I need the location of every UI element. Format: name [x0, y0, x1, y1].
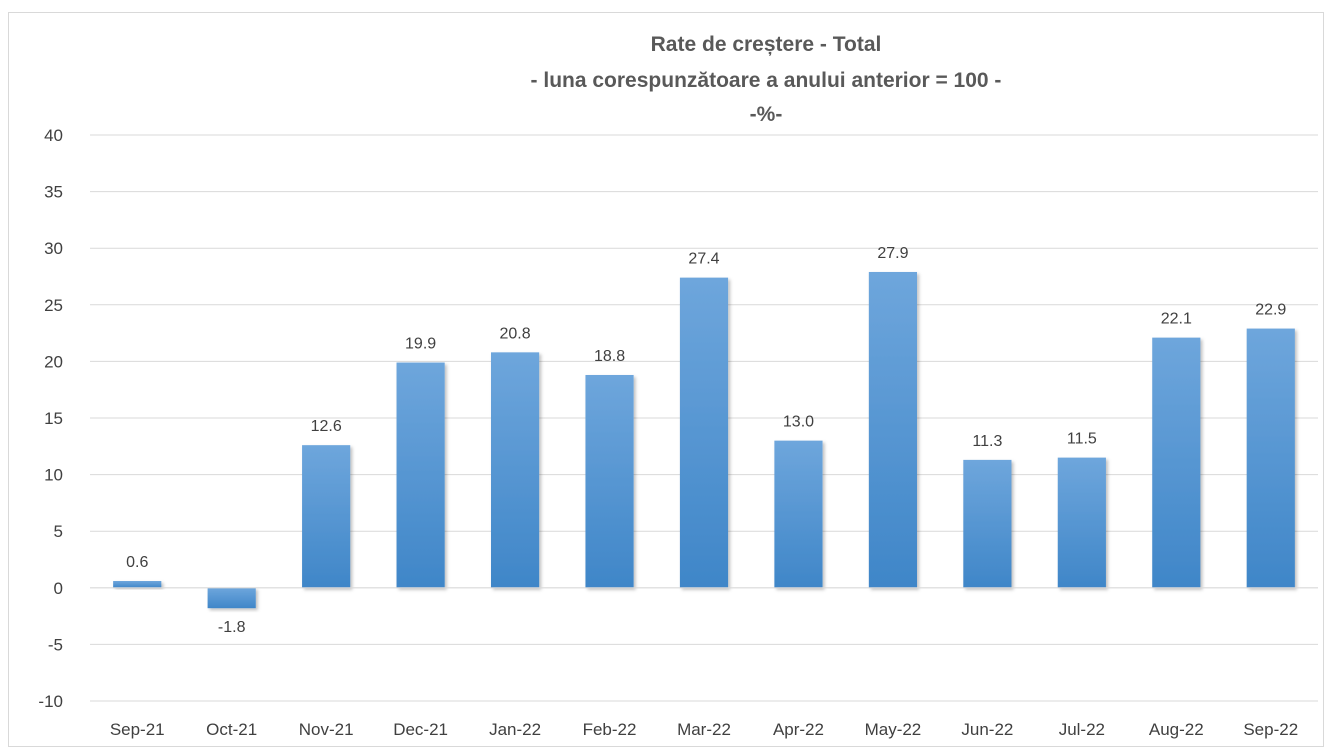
- chart-title: Rate de creștere - Total - luna corespun…: [531, 33, 1002, 126]
- bar-jul-22: [1057, 457, 1106, 588]
- x-tick-label: Mar-22: [677, 720, 731, 739]
- bar-jan-22: [490, 352, 540, 588]
- chart-title-line-2: - luna corespunzătoare a anului anterior…: [531, 69, 1002, 92]
- y-tick-label: 0: [54, 579, 63, 598]
- bar-aug-22: [1152, 337, 1201, 588]
- bars: [113, 271, 1295, 609]
- data-labels: 0.6 -1.8 12.6 19.9 20.8 18.8 27.4 13.0 27.9 11.3 1…: [126, 245, 1286, 636]
- y-tick-label: 10: [44, 466, 63, 485]
- x-tick-label: Feb-22: [583, 720, 637, 739]
- y-tick-label: 20: [44, 352, 63, 371]
- data-label: 22.9: [1255, 302, 1286, 319]
- data-label: 27.9: [877, 245, 908, 262]
- bar-sep-22: [1246, 328, 1295, 588]
- y-tick-label: 5: [54, 522, 63, 541]
- x-tick-label: Jul-22: [1059, 720, 1105, 739]
- bar-mar-22: [679, 277, 729, 588]
- bar-apr-22: [774, 440, 823, 588]
- y-tick-label: 30: [44, 239, 63, 258]
- x-tick-label: Dec-21: [393, 720, 448, 739]
- x-tick-label: Nov-21: [299, 720, 354, 739]
- x-tick-label: Sep-21: [110, 720, 165, 739]
- bar-nov-21: [302, 445, 351, 588]
- bar-dec-21: [396, 362, 445, 588]
- data-label: 12.6: [311, 418, 342, 435]
- data-label: 20.8: [500, 325, 531, 342]
- bar-oct-21: [207, 587, 256, 609]
- x-tick-label: Sep-22: [1243, 720, 1298, 739]
- data-label: 27.4: [688, 251, 719, 268]
- data-label: -1.8: [218, 619, 246, 636]
- bar-may-22: [868, 271, 918, 588]
- data-label: 19.9: [405, 336, 436, 353]
- bar-jun-22: [963, 459, 1012, 588]
- y-tick-label: -10: [38, 692, 63, 711]
- x-tick-label: Oct-21: [206, 720, 257, 739]
- y-tick-label: 25: [44, 296, 63, 315]
- y-tick-label: 15: [44, 409, 63, 428]
- y-tick-label: 40: [44, 126, 63, 145]
- data-label: 0.6: [126, 554, 148, 571]
- y-axis-tick-labels: -10 -5 0 5 10 15 20 25 30 35 40: [38, 126, 63, 711]
- x-axis-tick-labels: Sep-21 Oct-21 Nov-21 Dec-21 Jan-22 Feb-22 Mar-…: [110, 720, 1298, 739]
- data-label: 18.8: [594, 348, 625, 365]
- data-label: 11.5: [1067, 431, 1097, 448]
- x-tick-label: Jun-22: [961, 720, 1013, 739]
- gridlines: [90, 134, 1318, 702]
- x-tick-label: Jan-22: [489, 720, 541, 739]
- x-tick-label: Aug-22: [1149, 720, 1204, 739]
- y-tick-label: 35: [44, 183, 63, 202]
- data-label: 11.3: [972, 433, 1002, 450]
- chart-title-line-3: -%-: [750, 103, 783, 126]
- y-tick-label: -5: [48, 635, 63, 654]
- data-label: 22.1: [1161, 311, 1192, 328]
- bar-sep-21: [113, 581, 162, 588]
- x-tick-label: May-22: [865, 720, 922, 739]
- chart-title-line-1: Rate de creștere - Total: [651, 33, 882, 56]
- bar-feb-22: [585, 374, 634, 588]
- data-label: 13.0: [783, 414, 814, 431]
- x-tick-label: Apr-22: [773, 720, 824, 739]
